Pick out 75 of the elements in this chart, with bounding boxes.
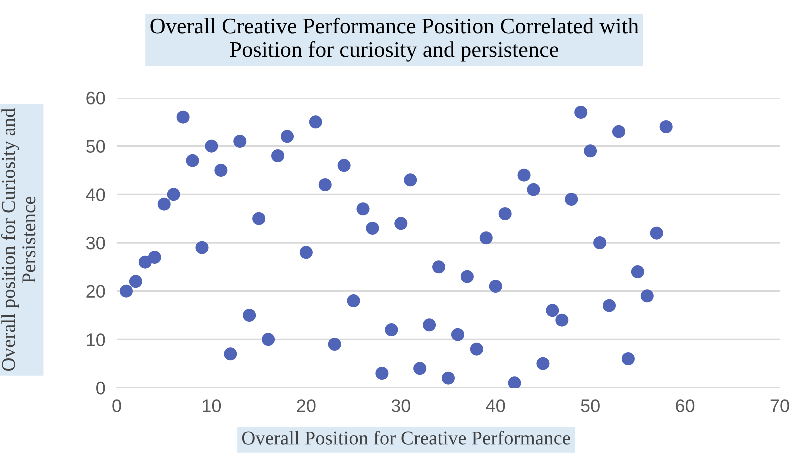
chart-title: Overall Creative Performance Position Correlated with Position for curiosity and persistence (150, 18, 639, 62)
point (660, 120, 673, 134)
y-tick-label: 20 (86, 285, 106, 298)
point (460, 270, 474, 284)
point (138, 256, 152, 269)
point (404, 174, 418, 187)
point (518, 168, 531, 182)
x-tick-label: 0 (112, 400, 122, 412)
x-axis-title: Overall Position for Creative Performance (242, 430, 570, 445)
point (167, 188, 180, 202)
point (120, 284, 133, 298)
x-tick-label: 10 (203, 400, 222, 412)
x-tick-label: 30 (392, 400, 410, 412)
point (176, 110, 190, 124)
point (356, 202, 370, 216)
point (280, 130, 294, 144)
point (328, 338, 342, 352)
point (527, 183, 540, 196)
point (243, 308, 256, 322)
point (432, 260, 446, 274)
point (565, 192, 578, 206)
y-tick-label: 0 (96, 382, 106, 395)
point (612, 125, 626, 138)
point (205, 140, 218, 153)
point (574, 106, 588, 120)
point (186, 154, 200, 168)
y-tick-label: 30 (86, 236, 106, 250)
x-tick-label: 70 (770, 400, 789, 412)
y-tick-label: 50 (86, 140, 106, 154)
point (442, 372, 456, 385)
point (252, 212, 266, 226)
point (423, 318, 436, 332)
point (508, 376, 522, 388)
point (584, 144, 598, 158)
point (622, 352, 635, 366)
x-tick-label: 40 (486, 400, 506, 412)
point (234, 134, 247, 148)
point (309, 116, 322, 129)
x-tick-label: 50 (581, 400, 600, 412)
point (631, 265, 644, 279)
point (300, 246, 313, 260)
point (366, 222, 380, 236)
point (224, 348, 238, 361)
point (480, 232, 493, 245)
point (594, 236, 607, 250)
y-tick-label: 60 (86, 92, 106, 105)
point (347, 294, 360, 308)
point (318, 178, 332, 192)
point (272, 149, 285, 163)
point (338, 159, 351, 172)
point (262, 333, 276, 346)
y-axis-title: Overall position for Curiosity and Persistence (1, 108, 36, 371)
point (650, 226, 664, 240)
point (489, 280, 502, 294)
point (546, 304, 560, 318)
point (414, 362, 427, 376)
y-tick-label: 40 (86, 188, 106, 202)
point (556, 314, 569, 327)
x-tick-label: 20 (297, 400, 316, 412)
point (196, 241, 209, 254)
x-tick-label: 60 (676, 400, 695, 412)
point (214, 164, 228, 178)
point (376, 366, 389, 380)
point (498, 207, 512, 221)
point (148, 250, 162, 264)
point (640, 290, 654, 303)
point (603, 299, 616, 312)
y-tick-label: 10 (87, 334, 106, 346)
point (158, 198, 171, 211)
point (536, 357, 550, 370)
point (129, 275, 142, 288)
point (394, 217, 408, 230)
point (451, 328, 464, 342)
point (385, 323, 398, 337)
point (470, 342, 484, 356)
